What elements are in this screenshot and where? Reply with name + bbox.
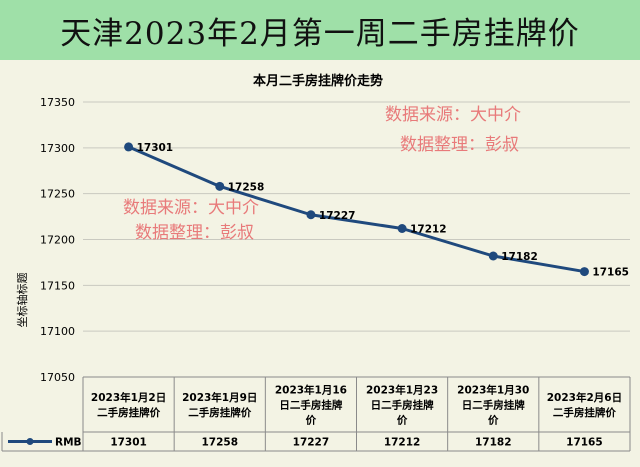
x-category-label: 二手房挂牌价: [97, 406, 160, 419]
x-category-label: 2023年1月16: [275, 384, 347, 397]
watermark-source: 数据来源：大中介: [123, 198, 259, 218]
x-category-label: 2023年1月23: [366, 384, 438, 397]
data-label: 17165: [592, 267, 629, 279]
x-category-label: 日二手房挂牌: [279, 399, 342, 412]
data-label: 17182: [501, 251, 538, 263]
y-tick-label: 17350: [40, 96, 75, 109]
table-value-cell: 17258: [201, 437, 238, 449]
x-category-label: 二手房挂牌价: [553, 406, 616, 419]
data-label: 17301: [137, 142, 174, 154]
data-point: [306, 210, 316, 220]
table-value-cell: 17165: [566, 437, 603, 449]
data-point: [579, 267, 589, 277]
gridlines: [83, 101, 630, 378]
line-chart: 本月二手房挂牌价走势 坐标轴标题 17050 17100 17150 17200 172…: [1, 73, 631, 452]
y-tick-label: 17200: [40, 234, 75, 247]
x-category-label: 价: [397, 415, 408, 427]
data-point: [488, 251, 498, 261]
page-title: 天津2023年2月第一周二手房挂牌价: [60, 15, 580, 52]
chart-area: 本月二手房挂牌价走势 坐标轴标题 17050 17100 17150 17200 172…: [0, 60, 640, 467]
x-category-label: 日二手房挂牌: [371, 399, 434, 412]
data-label: 17212: [410, 224, 447, 236]
watermark-source: 数据来源：大中介: [385, 105, 521, 125]
data-label: 17227: [319, 210, 356, 222]
data-table: 2023年1月2日二手房挂牌价2023年1月9日二手房挂牌价2023年1月16日…: [1, 376, 631, 452]
y-tick-label: 17250: [40, 188, 75, 201]
x-category-label: 2023年1月2日: [91, 391, 166, 404]
x-category-label: 价: [488, 415, 499, 427]
data-label: 17258: [228, 181, 265, 193]
y-tick-label: 17100: [40, 325, 75, 338]
x-category-label: 2023年1月9日: [182, 391, 257, 404]
data-point: [397, 224, 407, 233]
x-category-label: 日二手房挂牌: [462, 399, 525, 412]
y-tick-label: 17150: [40, 279, 75, 292]
data-point: [215, 181, 225, 191]
series-rmb: 17301 17258 17227 17212 17182 17165: [124, 142, 629, 279]
watermark-editor: 数据整理：彭叔: [400, 135, 519, 155]
table-value-cell: 17227: [293, 437, 330, 449]
title-band: 天津2023年2月第一周二手房挂牌价: [0, 0, 640, 60]
table-value-cell: 17301: [110, 437, 147, 449]
chart-title: 本月二手房挂牌价走势: [253, 73, 383, 89]
y-tick-label: 17050: [40, 371, 75, 384]
legend-key-marker: [26, 438, 34, 445]
x-category-label: 二手房挂牌价: [188, 406, 251, 419]
table-value-cell: 17212: [384, 437, 421, 449]
data-point: [124, 142, 134, 152]
watermark-editor: 数据整理：彭叔: [135, 223, 254, 243]
x-category-label: 2023年2月6日: [547, 391, 622, 404]
y-axis-title: 坐标轴标题: [15, 273, 29, 328]
table-value-cell: 17182: [475, 437, 512, 449]
series-line: [127, 145, 585, 274]
x-category-label: 2023年1月30: [457, 384, 529, 397]
y-tick-label: 17300: [40, 142, 75, 155]
x-category-label: 价: [306, 415, 317, 427]
y-axis-ticks: 17050 17100 17150 17200 17250 17300 17350: [40, 96, 75, 384]
legend-label: RMB: [55, 437, 82, 449]
